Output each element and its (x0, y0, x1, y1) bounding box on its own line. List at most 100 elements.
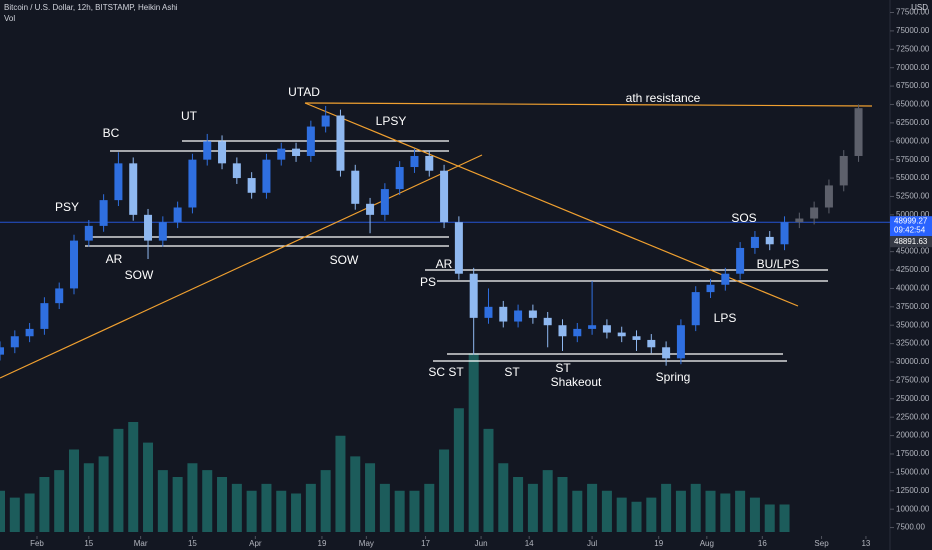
candle-body (395, 167, 404, 190)
volume-bar (513, 477, 524, 532)
annotation: UT (181, 109, 198, 123)
volume-bar (39, 477, 50, 532)
candle-body (676, 325, 685, 359)
candle-body (617, 332, 626, 337)
volume-bar (453, 408, 464, 532)
volume-bar (690, 483, 701, 532)
candle-body (40, 303, 49, 329)
candle-body (25, 328, 34, 337)
candle-body (351, 170, 360, 204)
volume-bar (587, 483, 598, 532)
x-tick-label: 19 (318, 539, 327, 548)
candle-body (262, 159, 271, 193)
annotation: ath resistance (626, 91, 701, 105)
volume-label: Vol (4, 14, 15, 23)
candle-body (662, 347, 671, 359)
volume-bar (705, 490, 716, 532)
candle-body (558, 325, 567, 337)
annotation: Shakeout (551, 375, 602, 389)
annotation: AR (436, 257, 453, 271)
x-tick-label: Sep (814, 539, 829, 548)
y-tick-label: 75000.00 (896, 26, 930, 35)
annotation: SOW (125, 268, 154, 282)
candle-body (55, 288, 64, 304)
candle-body (173, 207, 182, 223)
volume-bar (113, 428, 124, 532)
y-tick-label: 37500.00 (896, 302, 930, 311)
candle-body (469, 273, 478, 318)
annotation: AR (106, 252, 123, 266)
candle-body (188, 159, 197, 208)
y-tick-label: 65000.00 (896, 100, 930, 109)
volume-bar (9, 497, 20, 532)
candle-body (84, 225, 93, 241)
volume-bar (498, 463, 509, 532)
candle-body (736, 247, 745, 274)
y-tick-label: 10000.00 (896, 504, 930, 513)
currency: USD (911, 3, 928, 12)
volume-bar (157, 470, 168, 532)
projection-body (854, 108, 863, 156)
candle-body (750, 236, 759, 248)
candle-body (410, 155, 419, 168)
annotation: PSY (55, 200, 79, 214)
cursor-price-tag (890, 236, 932, 248)
candle-body (721, 273, 730, 285)
annotation: PS (420, 275, 436, 289)
y-tick-label: 12500.00 (896, 486, 930, 495)
volume-bar (276, 490, 287, 532)
annotation: BU/LPS (757, 257, 800, 271)
candle-body (454, 222, 463, 274)
chart-title: Bitcoin / U.S. Dollar, 12h, BITSTAMP, He… (4, 3, 178, 12)
projection-body (810, 207, 819, 219)
volume-bar (231, 483, 242, 532)
volume-bar (527, 483, 538, 532)
last-price-label: 48999.27 (894, 216, 928, 225)
y-tick-label: 42500.00 (896, 265, 930, 274)
x-tick-label: Jun (475, 539, 488, 548)
volume-bar (261, 483, 272, 532)
volume-bar (365, 463, 376, 532)
candle-body (573, 328, 582, 337)
trend-line (0, 154, 483, 379)
x-tick-label: Aug (700, 539, 714, 548)
y-tick-label: 17500.00 (896, 449, 930, 458)
candle-body (203, 141, 212, 160)
candle-body (780, 222, 789, 245)
projection-body (839, 155, 848, 186)
volume-bar (0, 490, 5, 532)
candle-body (292, 148, 301, 156)
volume-bar (187, 463, 198, 532)
candle-body (144, 214, 153, 241)
x-tick-label: 17 (421, 539, 430, 548)
volume-bar (439, 449, 450, 532)
candle-body (484, 306, 493, 318)
y-tick-label: 15000.00 (896, 467, 930, 476)
x-tick-label: Feb (30, 539, 44, 548)
candle-body (588, 325, 597, 329)
x-tick-label: Jul (587, 539, 597, 548)
y-tick-label: 45000.00 (896, 247, 930, 256)
y-tick-label: 35000.00 (896, 320, 930, 329)
y-tick-label: 32500.00 (896, 339, 930, 348)
candle-body (602, 325, 611, 333)
volume-bar (468, 353, 479, 532)
y-tick-label: 27500.00 (896, 376, 930, 385)
volume-bar (305, 483, 316, 532)
volume-bar (83, 463, 94, 532)
x-tick-label: 14 (525, 539, 534, 548)
y-tick-label: 20000.00 (896, 431, 930, 440)
annotation: SOW (330, 253, 359, 267)
volume-bar (128, 422, 139, 532)
volume-bar (424, 483, 435, 532)
y-tick-label: 62500.00 (896, 118, 930, 127)
candle-body (765, 236, 774, 245)
candle-body (528, 310, 537, 318)
volume-bar (646, 497, 657, 532)
x-tick-label: 19 (654, 539, 663, 548)
volume-bar (202, 470, 213, 532)
annotation: SOS (731, 211, 756, 225)
projection-body (824, 185, 833, 208)
y-tick-label: 72500.00 (896, 44, 930, 53)
